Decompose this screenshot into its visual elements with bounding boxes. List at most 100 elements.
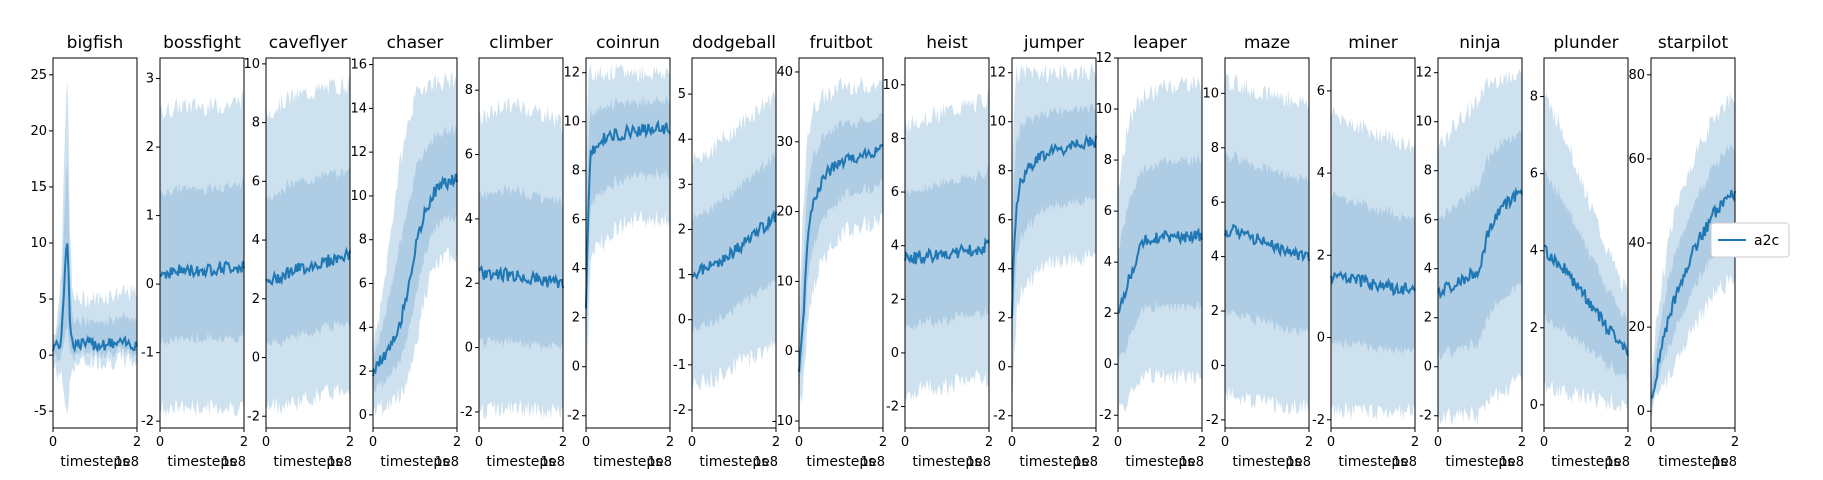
subplot-title: maze: [1244, 33, 1290, 53]
y-tick-label: 14: [350, 101, 367, 116]
subplot-title: bigfish: [67, 33, 124, 53]
x-offset-label: 1e8: [1499, 455, 1524, 470]
y-tick-label: 4: [1530, 244, 1538, 259]
y-tick-label: 10: [350, 189, 367, 204]
y-tick-label: 8: [1424, 164, 1432, 179]
y-tick-label: 6: [572, 213, 580, 228]
confidence-band-a2c: [905, 90, 989, 403]
subplot-title: plunder: [1553, 33, 1618, 53]
y-tick-label: 10: [882, 78, 899, 93]
series-line-a2c: [1330, 270, 1416, 297]
y-tick-label: 1: [678, 268, 686, 283]
y-tick-label: -2: [460, 405, 473, 420]
x-offset-label: 1e8: [221, 455, 246, 470]
y-tick-label: 8: [572, 164, 580, 179]
axes-frame: [159, 57, 245, 429]
y-tick-label: -2: [141, 414, 154, 429]
y-tick-label: 2: [359, 364, 367, 379]
subplot-title: jumper: [1023, 33, 1084, 53]
x-offset-label: 1e8: [327, 455, 352, 470]
subplot-title: caveflyer: [269, 33, 348, 53]
subplot-title: dodgeball: [692, 33, 776, 53]
x-tick-label: 2: [133, 435, 141, 450]
y-tick-label: 6: [1424, 213, 1432, 228]
confidence-band-a2c: [1118, 74, 1202, 419]
y-tick-label: 40: [1628, 236, 1645, 251]
series-line-a2c: [691, 209, 777, 280]
inner-band-a2c: [586, 94, 670, 366]
y-tick-label: 0: [39, 348, 47, 363]
y-tick-label: 12: [1415, 66, 1432, 81]
y-tick-label: 4: [1211, 250, 1219, 265]
y-tick-label: 4: [252, 233, 260, 248]
x-axis-label: timesteps: [1125, 454, 1194, 470]
x-offset-label: 1e8: [1712, 455, 1737, 470]
series-line-a2c: [1543, 244, 1629, 357]
x-offset-label: 1e8: [1286, 455, 1311, 470]
subplot-title: starpilot: [1658, 33, 1729, 53]
subplot-title: heist: [926, 33, 968, 53]
x-tick-label: 0: [1114, 435, 1122, 450]
y-tick-label: 15: [30, 180, 47, 195]
y-tick-label: 12: [1095, 51, 1112, 66]
x-tick-label: 2: [1411, 435, 1419, 450]
y-tick-label: 3: [678, 177, 686, 192]
y-tick-label: 20: [776, 205, 793, 220]
inner-band-a2c: [1331, 191, 1415, 358]
y-tick-label: 5: [678, 87, 686, 102]
y-tick-label: 4: [1424, 262, 1432, 277]
x-axis-label: timesteps: [912, 454, 981, 470]
inner-band-a2c: [1118, 153, 1202, 366]
y-tick-label: 60: [1628, 152, 1645, 167]
y-tick-label: -5: [34, 404, 47, 419]
x-tick-label: 0: [582, 435, 590, 450]
y-tick-label: 4: [678, 132, 686, 147]
x-axis-label: timesteps: [273, 454, 342, 470]
x-offset-label: 1e8: [1605, 455, 1630, 470]
y-tick-label: 8: [1104, 153, 1112, 168]
confidence-band-a2c: [479, 96, 563, 421]
x-tick-label: 0: [156, 435, 164, 450]
series-line-a2c: [372, 173, 458, 377]
y-tick-label: 6: [359, 277, 367, 292]
series-line-a2c: [1118, 227, 1203, 314]
x-tick-label: 2: [453, 435, 461, 450]
y-tick-label: 20: [1628, 320, 1645, 335]
y-tick-label: -1: [673, 358, 686, 373]
series-line-a2c: [904, 236, 990, 266]
y-tick-label: 10: [989, 115, 1006, 130]
y-tick-label: 12: [350, 145, 367, 160]
x-tick-label: 0: [1221, 435, 1229, 450]
y-tick-label: 6: [1104, 204, 1112, 219]
y-tick-label: 1: [146, 209, 154, 224]
axes-frame: [1117, 57, 1203, 429]
axes-frame: [478, 57, 564, 429]
y-tick-label: 20: [30, 124, 47, 139]
series-line-a2c: [52, 243, 138, 354]
y-tick-label: 10: [243, 57, 260, 72]
x-axis-label: timesteps: [1232, 454, 1301, 470]
axes-frame: [1437, 57, 1523, 429]
x-tick-label: 0: [1327, 435, 1335, 450]
confidence-band-a2c: [692, 90, 776, 393]
confidence-band-a2c: [1012, 63, 1096, 410]
y-tick-label: 0: [252, 351, 260, 366]
y-tick-label: 10: [1095, 102, 1112, 117]
series-line-a2c: [159, 260, 245, 279]
y-tick-label: -2: [1206, 413, 1219, 428]
inner-band-a2c: [1438, 130, 1522, 361]
x-offset-label: 1e8: [1392, 455, 1417, 470]
y-tick-label: 2: [678, 222, 686, 237]
y-tick-label: 8: [1530, 90, 1538, 105]
axes-frame: [691, 57, 777, 429]
series-line-a2c: [478, 264, 564, 289]
y-tick-label: 0: [1211, 358, 1219, 373]
confidence-band-a2c: [586, 63, 670, 424]
y-tick-label: 4: [891, 239, 899, 254]
confidence-band-a2c: [266, 75, 350, 416]
y-tick-label: 0: [1637, 404, 1645, 419]
